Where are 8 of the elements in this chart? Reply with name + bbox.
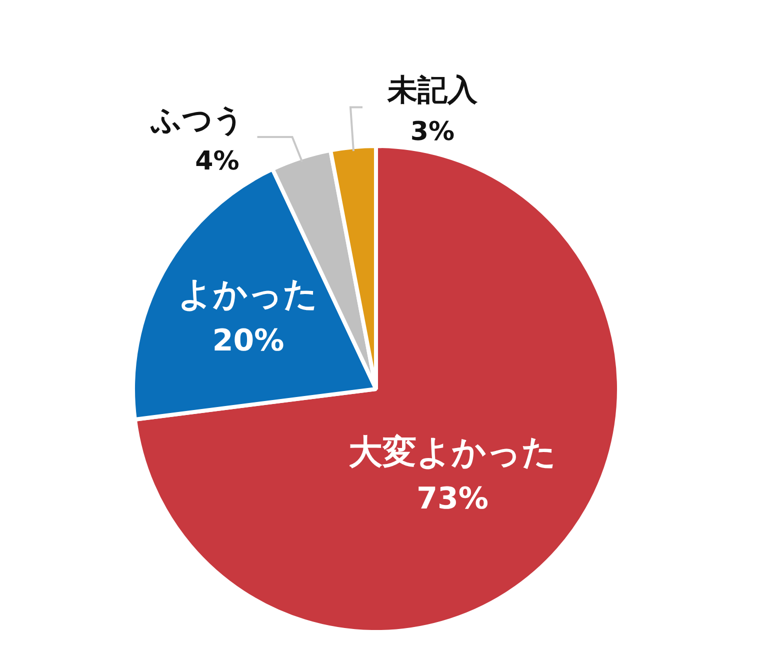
slice-label: 大変よかった [348,432,557,472]
slice-label: 未記入 [386,73,478,108]
data-label: 20% [212,324,284,359]
data-label: 73% [416,481,488,516]
slice-label: よかった [178,274,318,315]
slice-label: ふつう [150,102,244,138]
data-label: 3% [410,117,455,148]
data-label: 4% [195,146,240,177]
